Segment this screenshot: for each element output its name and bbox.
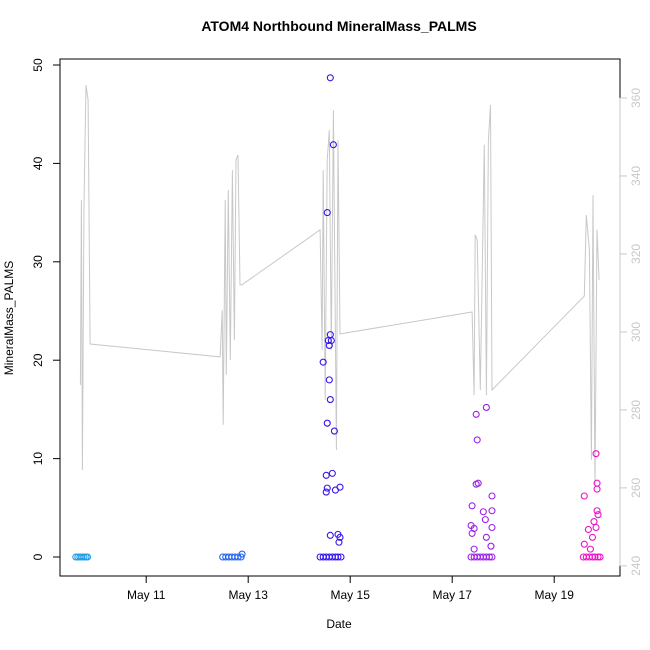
point — [336, 533, 344, 541]
point — [586, 545, 594, 553]
point — [83, 553, 92, 561]
point — [336, 483, 344, 491]
y2-tick-label: 260 — [629, 478, 643, 498]
y-tick-label: 30 — [31, 255, 45, 269]
point — [488, 523, 496, 532]
point — [481, 516, 489, 524]
x-tick-label: May 17 — [433, 588, 473, 602]
point — [237, 553, 245, 561]
point — [473, 436, 481, 444]
y2-tick-label: 320 — [629, 244, 643, 264]
y2-tick-label: 360 — [629, 88, 643, 108]
y2-tick-label: 340 — [629, 166, 643, 186]
point — [590, 518, 598, 526]
point — [80, 553, 88, 561]
x-tick-label: May 13 — [229, 588, 269, 602]
point — [470, 545, 478, 553]
point — [322, 471, 330, 479]
point — [594, 553, 602, 561]
point — [596, 553, 604, 561]
point — [325, 341, 333, 349]
point — [337, 553, 345, 561]
x-tick-label: May 19 — [535, 588, 575, 602]
chart-title: ATOM4 Northbound MineralMass_PALMS — [201, 18, 476, 34]
y-tick-label: 10 — [31, 452, 45, 466]
point — [593, 479, 601, 487]
point — [326, 331, 334, 339]
point — [593, 507, 601, 515]
point — [591, 553, 599, 561]
y-axis-label: MineralMass_PALMS — [2, 261, 16, 375]
y-tick-label: 20 — [31, 353, 45, 367]
point — [323, 209, 331, 217]
point — [474, 479, 482, 487]
point — [584, 525, 592, 534]
point — [472, 410, 480, 418]
x-axis-label: Date — [326, 617, 352, 631]
point — [326, 396, 334, 404]
point — [468, 502, 476, 510]
point — [322, 488, 330, 496]
point — [323, 484, 331, 492]
y2-tick-label: 240 — [629, 556, 643, 576]
x-tick-label: May 11 — [127, 588, 166, 602]
y-tick-label: 50 — [31, 58, 45, 72]
point — [325, 376, 333, 384]
point — [580, 492, 588, 500]
y-tick-label: 40 — [31, 156, 45, 170]
point — [330, 427, 338, 435]
point — [594, 511, 602, 519]
line-series — [79, 85, 600, 485]
point — [488, 553, 496, 561]
point — [326, 531, 334, 539]
point — [328, 469, 336, 477]
point — [592, 523, 600, 532]
point — [485, 553, 493, 561]
y2-tick-label: 280 — [629, 400, 643, 420]
point — [488, 507, 496, 515]
point — [335, 538, 343, 546]
y-tick-label: 0 — [31, 553, 45, 560]
point — [482, 403, 490, 411]
point — [468, 529, 476, 537]
point — [319, 358, 327, 366]
point — [329, 141, 337, 149]
point — [588, 533, 597, 541]
point — [482, 533, 490, 541]
x-tick-label: May 15 — [331, 588, 371, 602]
y2-tick-label: 300 — [629, 322, 643, 342]
point — [580, 540, 588, 548]
point — [479, 508, 487, 516]
point — [593, 485, 601, 493]
point — [592, 450, 600, 458]
point — [487, 542, 495, 550]
point — [488, 492, 496, 500]
point — [326, 74, 334, 82]
point — [334, 553, 342, 561]
point — [323, 419, 331, 427]
point — [238, 550, 246, 558]
